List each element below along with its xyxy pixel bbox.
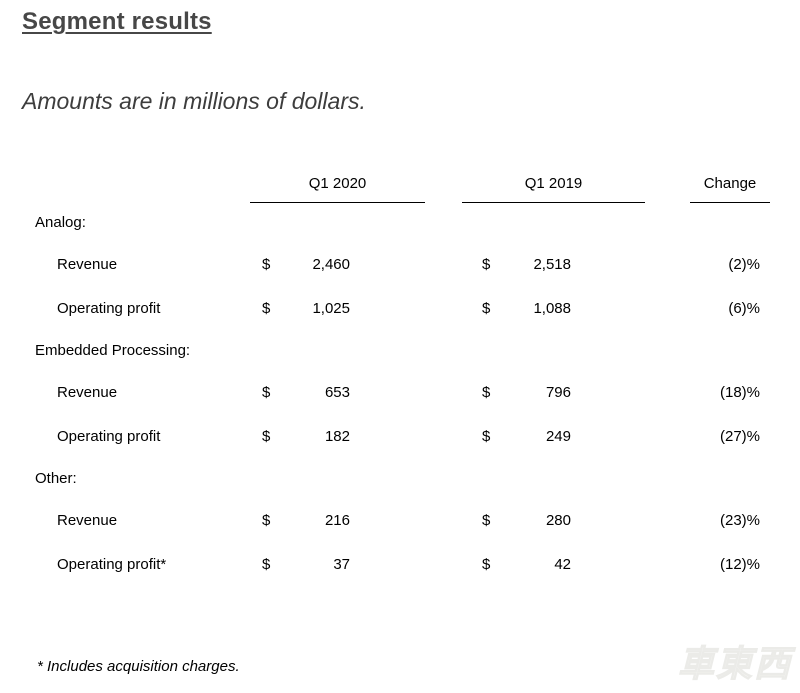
q1-2020-cell: $ 653 bbox=[250, 370, 425, 414]
row-label: Revenue bbox=[57, 383, 118, 401]
table-header-row: Q1 2020 Q1 2019 Change bbox=[0, 165, 800, 203]
q1-2020-cell: $ 216 bbox=[250, 498, 425, 542]
change-value: (12)% bbox=[719, 555, 760, 573]
dollar-sign: $ bbox=[262, 383, 271, 401]
table-row: Revenue $ 653 $ 796 (18)% bbox=[0, 370, 800, 414]
column-gap bbox=[645, 165, 690, 202]
section-header-analog: Analog: bbox=[0, 202, 800, 242]
dollar-sign: $ bbox=[482, 383, 491, 401]
q1-2020-value: 37 bbox=[333, 555, 350, 573]
dollar-sign: $ bbox=[482, 555, 491, 573]
row-label: Revenue bbox=[57, 255, 118, 273]
dollar-sign: $ bbox=[482, 255, 491, 273]
table-row: Operating profit $ 1,025 $ 1,088 (6)% bbox=[0, 286, 800, 330]
change-value: (6)% bbox=[728, 299, 760, 317]
column-header-q1-2019: Q1 2019 bbox=[462, 165, 645, 203]
column-header-q1-2020: Q1 2020 bbox=[250, 165, 425, 203]
q1-2020-cell: $ 37 bbox=[250, 542, 425, 586]
q1-2020-value: 653 bbox=[324, 383, 350, 401]
q1-2020-value: 2,460 bbox=[312, 255, 350, 273]
q1-2020-cell: $ 2,460 bbox=[250, 242, 425, 286]
dollar-sign: $ bbox=[262, 555, 271, 573]
section-header-embedded-processing: Embedded Processing: bbox=[0, 330, 800, 370]
dollar-sign: $ bbox=[262, 299, 271, 317]
row-label: Operating profit bbox=[57, 427, 161, 445]
table-row: Revenue $ 216 $ 280 (23)% bbox=[0, 498, 800, 542]
change-value: (23)% bbox=[719, 511, 760, 529]
q1-2020-cell: $ 1,025 bbox=[250, 286, 425, 330]
row-label: Revenue bbox=[57, 511, 118, 529]
footnote: * Includes acquisition charges. bbox=[37, 658, 240, 675]
q1-2019-cell: $ 42 bbox=[462, 542, 645, 586]
column-gap bbox=[425, 165, 462, 202]
dollar-sign: $ bbox=[482, 299, 491, 317]
q1-2019-cell: $ 280 bbox=[462, 498, 645, 542]
q1-2019-value: 796 bbox=[545, 383, 571, 401]
change-value: (18)% bbox=[719, 383, 760, 401]
section-label: Embedded Processing: bbox=[35, 341, 191, 359]
column-header-change: Change bbox=[690, 165, 770, 203]
chedongxi-watermark-logo: 車東西 bbox=[677, 642, 792, 684]
table-row: Operating profit $ 182 $ 249 (27)% bbox=[0, 414, 800, 458]
q1-2019-cell: $ 1,088 bbox=[462, 286, 645, 330]
subtitle: Amounts are in millions of dollars. bbox=[22, 88, 366, 114]
section-label: Other: bbox=[35, 469, 77, 487]
dollar-sign: $ bbox=[482, 511, 491, 529]
segment-results-table: Q1 2020 Q1 2019 Change Analog: Revenue $… bbox=[0, 165, 800, 586]
page-title: Segment results bbox=[22, 8, 212, 35]
dollar-sign: $ bbox=[262, 511, 271, 529]
q1-2019-cell: $ 796 bbox=[462, 370, 645, 414]
header-spacer bbox=[0, 165, 250, 202]
q1-2019-value: 42 bbox=[554, 555, 571, 573]
change-value: (2)% bbox=[728, 255, 760, 273]
table-row: Revenue $ 2,460 $ 2,518 (2)% bbox=[0, 242, 800, 286]
row-label: Operating profit* bbox=[57, 555, 167, 573]
q1-2020-cell: $ 182 bbox=[250, 414, 425, 458]
q1-2020-value: 182 bbox=[324, 427, 350, 445]
dollar-sign: $ bbox=[482, 427, 491, 445]
section-label: Analog: bbox=[35, 213, 86, 231]
q1-2019-value: 280 bbox=[545, 511, 571, 529]
table-row: Operating profit* $ 37 $ 42 (12)% bbox=[0, 542, 800, 586]
q1-2019-value: 1,088 bbox=[533, 299, 571, 317]
q1-2020-value: 1,025 bbox=[312, 299, 350, 317]
q1-2019-value: 249 bbox=[545, 427, 571, 445]
dollar-sign: $ bbox=[262, 427, 271, 445]
q1-2019-cell: $ 2,518 bbox=[462, 242, 645, 286]
row-label: Operating profit bbox=[57, 299, 161, 317]
change-value: (27)% bbox=[719, 427, 760, 445]
q1-2019-cell: $ 249 bbox=[462, 414, 645, 458]
section-header-other: Other: bbox=[0, 458, 800, 498]
q1-2020-value: 216 bbox=[324, 511, 350, 529]
dollar-sign: $ bbox=[262, 255, 271, 273]
q1-2019-value: 2,518 bbox=[533, 255, 571, 273]
